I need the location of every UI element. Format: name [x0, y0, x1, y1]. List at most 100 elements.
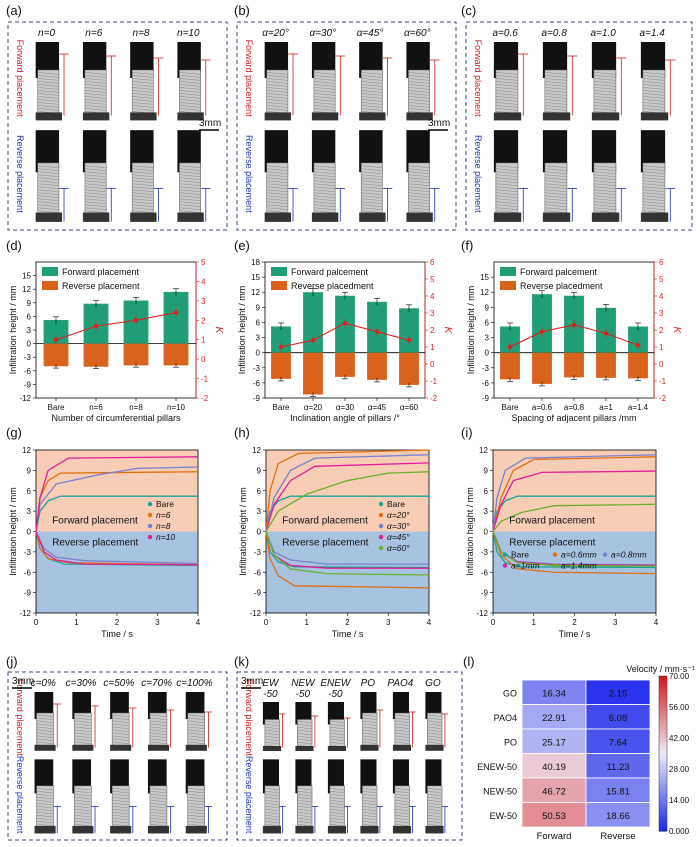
- capillary-top: [392, 759, 409, 794]
- heatmap-cell-value: 16.34: [542, 688, 566, 699]
- mesh-line: [187, 796, 205, 800]
- mesh-line: [266, 192, 288, 195]
- series-line-fwd: [492, 456, 657, 532]
- mesh-line: [427, 799, 443, 803]
- mesh-line: [495, 195, 518, 198]
- x-tick-label: 3: [155, 618, 160, 627]
- reverse-bar: [532, 352, 552, 384]
- y-tick-label: 3: [256, 334, 261, 343]
- colorbar-segment: [659, 745, 667, 751]
- mesh-line: [362, 808, 378, 812]
- mesh-line: [495, 174, 518, 177]
- forward-tube-image: [110, 692, 132, 751]
- mesh-line: [37, 201, 59, 204]
- mesh-line: [264, 790, 280, 794]
- mesh-line: [112, 817, 130, 821]
- mesh-line: [361, 78, 383, 81]
- mesh-line: [361, 198, 383, 201]
- legend-label-forward: Forward placement: [62, 267, 140, 277]
- colorbar-segment: [659, 722, 667, 727]
- mesh-line: [361, 96, 383, 99]
- mesh-line: [408, 105, 430, 108]
- mesh-line: [495, 108, 518, 111]
- series-line-fwd: [35, 456, 199, 532]
- panel-label-c: (c): [461, 3, 476, 18]
- y-axis-label: Infiltration height / mm: [466, 286, 476, 375]
- reverse-tube-image: [82, 130, 110, 222]
- y-tick-label: 3: [27, 507, 32, 516]
- mesh-line: [149, 802, 167, 806]
- mesh-column: [495, 162, 519, 220]
- mesh-line: [132, 180, 154, 183]
- heatmap-cell: [585, 777, 651, 803]
- mesh-line: [427, 787, 443, 791]
- forward-tube-image: [591, 42, 620, 121]
- mesh-line: [179, 102, 201, 105]
- mesh-line: [394, 741, 410, 744]
- mesh-line: [264, 820, 280, 824]
- y-tick-label: -6: [24, 568, 32, 577]
- column-label: α=20°: [262, 28, 289, 39]
- forward-tube-image: [360, 692, 379, 751]
- mesh-line: [132, 96, 154, 99]
- reverse-bar: [83, 343, 109, 367]
- mesh-line: [313, 96, 336, 99]
- column-label: c=50%: [103, 678, 134, 689]
- mesh-line: [266, 210, 288, 213]
- mesh-line: [266, 180, 288, 183]
- mesh-line: [179, 165, 201, 168]
- mesh-line: [84, 195, 107, 198]
- mesh-line: [427, 805, 443, 809]
- mesh-line: [112, 793, 130, 797]
- mesh-line: [74, 717, 92, 720]
- colorbar-segment: [659, 753, 667, 758]
- colorbar-segment: [659, 726, 667, 731]
- mesh-line: [642, 108, 665, 111]
- reverse-tube-image: [311, 130, 339, 222]
- mesh-line: [361, 105, 383, 108]
- forward-placement-label: Forward placement: [15, 40, 25, 118]
- mesh-line: [593, 198, 616, 201]
- mesh-line: [37, 204, 59, 207]
- mesh-line: [179, 180, 201, 183]
- forward-tube-image: [406, 42, 433, 121]
- mesh-line: [74, 805, 92, 809]
- liquid-base: [177, 212, 204, 222]
- legend-marker: [378, 545, 384, 551]
- mesh-line: [313, 168, 336, 171]
- mesh-line: [149, 805, 167, 809]
- mesh-line: [427, 723, 443, 726]
- y-tick-label: 6: [27, 312, 32, 321]
- forward-tube-image: [262, 702, 282, 751]
- y-tick-label: 12: [480, 288, 489, 297]
- mesh-line: [74, 720, 92, 723]
- mesh-line: [112, 738, 130, 741]
- colorbar-segment: [659, 815, 667, 820]
- legend-label: Bare: [387, 499, 405, 509]
- mesh-line: [642, 171, 665, 174]
- colorbar-segment: [659, 811, 667, 817]
- mesh-line: [179, 183, 201, 186]
- mesh-line: [37, 168, 59, 171]
- reverse-region-bg: [266, 531, 429, 613]
- mesh-line: [329, 799, 345, 803]
- reverse-tube-image: [327, 759, 347, 834]
- mesh-line: [187, 802, 205, 806]
- dashed-frame: [236, 21, 457, 231]
- heatmap-l: GO 16.34 2.15 PAO4 22.91 6.08 PO 25.17 7.64 ENEW-…: [477, 664, 695, 842]
- x-tick-label: 3: [613, 618, 618, 627]
- mesh-line: [544, 81, 567, 84]
- x-tick-label: Bare: [502, 403, 519, 412]
- forward-bar: [628, 326, 648, 353]
- mesh-line: [36, 823, 54, 827]
- x-tick-label: 0: [491, 618, 496, 627]
- mesh-line: [179, 210, 201, 213]
- reverse-tube-image: [147, 759, 170, 834]
- mesh-line: [112, 802, 130, 806]
- mesh-line: [394, 732, 410, 735]
- mesh-line: [642, 84, 665, 87]
- mesh-line: [74, 811, 92, 815]
- mesh-line: [132, 165, 154, 168]
- mesh-line: [36, 817, 54, 821]
- heatmap-cell-value: 7.64: [609, 737, 628, 748]
